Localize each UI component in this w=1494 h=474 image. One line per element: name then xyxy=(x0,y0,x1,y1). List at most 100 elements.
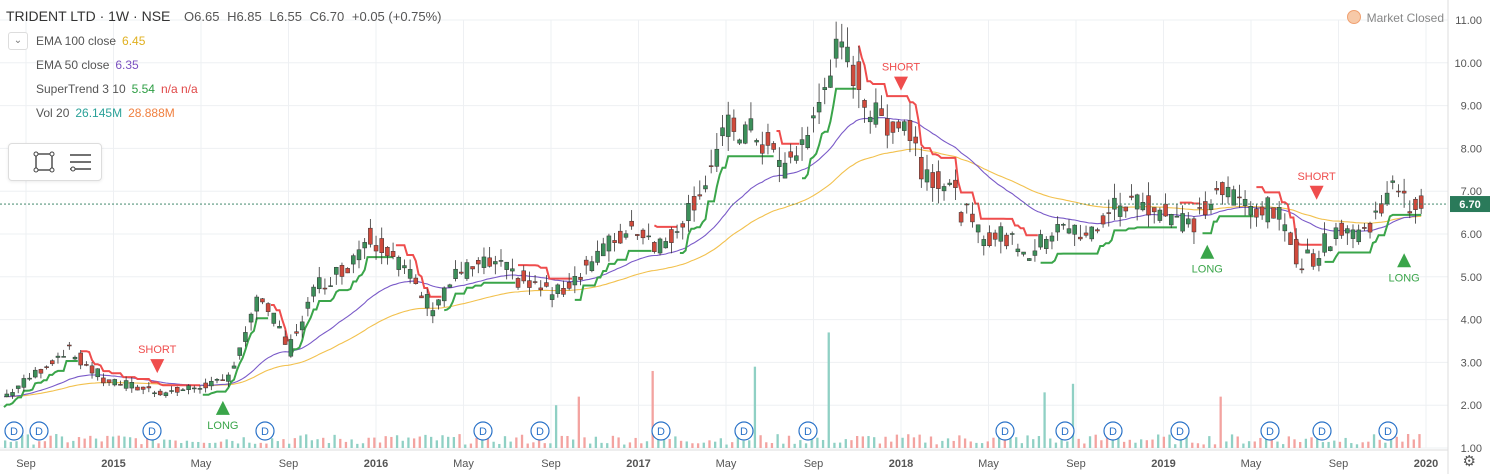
volume-bar xyxy=(407,437,410,448)
volume-bar xyxy=(435,440,438,448)
dividend-marker[interactable]: D xyxy=(651,421,671,441)
candle-body xyxy=(1214,188,1219,191)
short-arrow-icon xyxy=(150,359,165,374)
candle-body xyxy=(850,64,856,86)
volume-bar xyxy=(60,436,64,448)
volume-bar xyxy=(799,440,802,448)
dividend-marker[interactable]: D xyxy=(29,421,49,441)
volume-bar xyxy=(1094,434,1097,448)
dividend-marker[interactable]: D xyxy=(1170,421,1190,441)
volume-bar xyxy=(1287,436,1290,448)
dividend-marker[interactable]: D xyxy=(995,421,1015,441)
dividend-marker[interactable]: D xyxy=(255,421,275,441)
x-tick-label: 2020 xyxy=(1414,458,1438,470)
y-tick-label: 9.00 xyxy=(1461,101,1482,113)
candle-body xyxy=(1237,196,1242,199)
menu-tool-icon[interactable] xyxy=(67,149,93,175)
candle-body xyxy=(1265,197,1271,223)
legend-supertrend[interactable]: SuperTrend 3 10 5.54 n/a n/a xyxy=(36,82,198,96)
volume-bar xyxy=(867,436,870,448)
candle-body xyxy=(470,266,475,270)
legend-ema100[interactable]: EMA 100 close 6.45 xyxy=(36,34,145,48)
dividend-marker[interactable]: D xyxy=(1260,421,1280,441)
volume-bar xyxy=(117,435,120,448)
candle-body xyxy=(311,286,316,297)
gear-icon[interactable]: ⚙ xyxy=(1462,453,1476,470)
supertrend-down-segment xyxy=(1179,201,1200,205)
volume-bar xyxy=(793,443,796,448)
collapse-legend-button[interactable]: ⌄ xyxy=(8,32,28,50)
x-tick-label: Sep xyxy=(1329,458,1349,470)
candle-body xyxy=(430,310,436,317)
volume-bar xyxy=(1299,442,1302,448)
rectangle-tool-icon[interactable] xyxy=(31,149,57,175)
candle-body xyxy=(737,139,742,144)
candle-body xyxy=(691,196,697,211)
supertrend-down-segment xyxy=(1256,186,1322,246)
candle-body xyxy=(1203,201,1208,216)
candle-body xyxy=(84,364,89,366)
candle-body xyxy=(1038,234,1043,248)
supertrend-up-segment xyxy=(1324,213,1422,263)
dividend-marker[interactable]: D xyxy=(1055,421,1075,441)
dividend-marker[interactable]: D xyxy=(798,421,818,441)
legend-volume[interactable]: Vol 20 26.145M 28.888M xyxy=(36,106,175,120)
dividend-circle-icon xyxy=(255,421,275,441)
volume-bar xyxy=(83,438,86,448)
volume-bar xyxy=(276,441,279,448)
candle-body xyxy=(708,165,714,167)
volume-bar xyxy=(958,435,961,448)
volume-bar xyxy=(248,442,251,448)
volume-bar xyxy=(146,436,149,448)
symbol-title[interactable]: TRIDENT LTD · 1W · NSE xyxy=(6,8,171,24)
volume-bar xyxy=(577,396,580,448)
candle-body xyxy=(1168,214,1174,226)
dividend-marker[interactable]: D xyxy=(473,421,493,441)
candle-body xyxy=(101,377,106,384)
volume-bar xyxy=(1202,444,1205,448)
volume-bars xyxy=(4,332,1421,448)
candle-body xyxy=(356,249,362,261)
candle-body xyxy=(27,377,32,380)
volume-bar xyxy=(1140,439,1143,448)
dividend-marker[interactable]: D xyxy=(4,421,24,441)
candle-body xyxy=(890,121,896,133)
dividend-marker[interactable]: D xyxy=(1103,421,1123,441)
volume-bar xyxy=(1384,442,1387,448)
candle-body xyxy=(754,140,759,143)
candle-body xyxy=(146,386,152,389)
volume-bar xyxy=(645,441,649,448)
supertrend-up-segment xyxy=(802,87,856,180)
volume-bar xyxy=(1327,441,1330,448)
dividend-marker[interactable]: D xyxy=(734,421,754,441)
dividend-marker[interactable]: D xyxy=(530,421,550,441)
candle-body xyxy=(623,233,629,238)
candle-body xyxy=(453,268,458,279)
volume-bar xyxy=(1367,441,1370,448)
legend-ema50[interactable]: EMA 50 close 6.35 xyxy=(36,58,139,72)
long-label: LONG xyxy=(1192,264,1223,276)
dividend-marker[interactable]: D xyxy=(1312,421,1332,441)
x-tick-label: 2015 xyxy=(101,458,125,470)
candle-body xyxy=(328,285,333,287)
candle-body xyxy=(1208,203,1214,210)
volume-bar xyxy=(26,434,30,448)
candle-body xyxy=(510,268,515,272)
volume-bar xyxy=(1242,443,1245,448)
candle-body xyxy=(902,121,907,131)
candle-body xyxy=(424,294,430,309)
volume-bar xyxy=(662,438,666,448)
candle-body xyxy=(970,213,975,223)
low-value: L6.55 xyxy=(269,9,302,24)
volume-bar xyxy=(1157,434,1160,448)
short-arrow-icon xyxy=(1309,185,1324,200)
volume-bar xyxy=(447,436,450,448)
dividend-circle-icon xyxy=(651,421,671,441)
dividend-marker[interactable]: D xyxy=(1378,421,1398,441)
volume-bar xyxy=(1350,443,1353,448)
candle-body xyxy=(1061,224,1066,226)
candle-body xyxy=(1049,235,1055,242)
dividend-marker[interactable]: D xyxy=(142,421,162,441)
candle-body xyxy=(441,287,447,302)
